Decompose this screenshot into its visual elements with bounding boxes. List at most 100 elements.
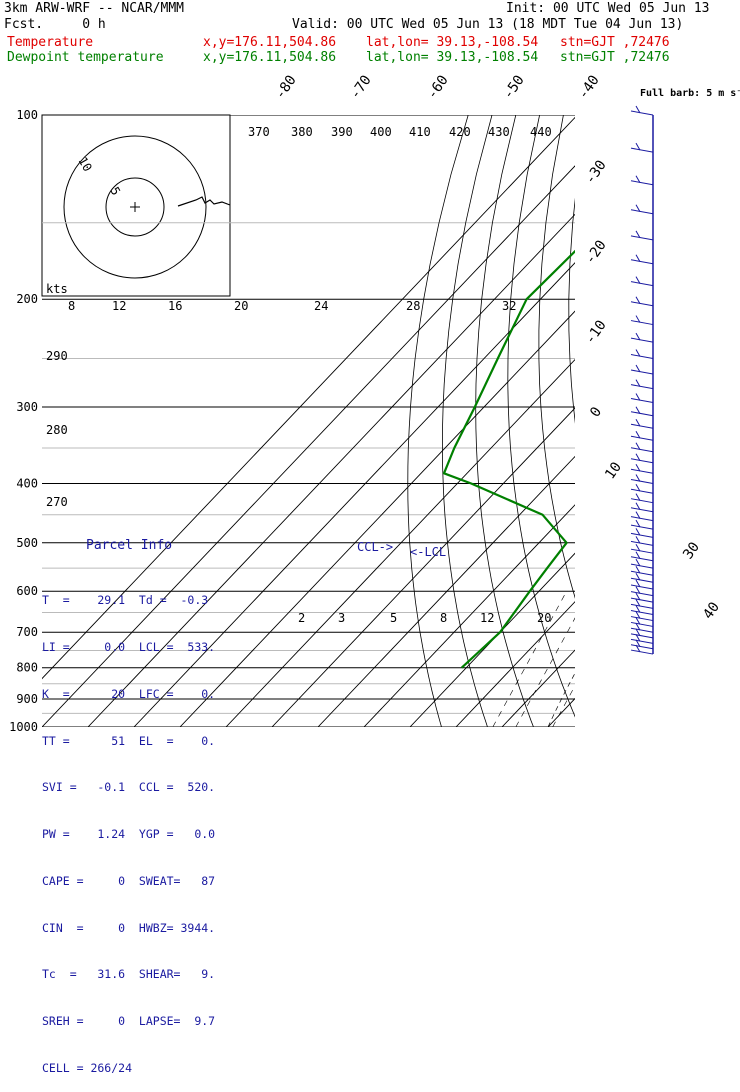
mixing-ratio-label: 5	[390, 611, 397, 625]
wind-barb	[631, 448, 653, 452]
wind-barb	[631, 210, 653, 214]
valid-time: Valid: 00 UTC Wed 05 Jun 13 (18 MDT Tue …	[292, 18, 683, 32]
moist-adiabat-line	[658, 299, 740, 727]
isotherm-label: -40	[575, 72, 603, 102]
lcl-label: <-LCL	[410, 545, 446, 559]
pressure-tick-label: 800	[16, 661, 38, 675]
parcel-row: SREH = 0 LAPSE= 9.7	[42, 1014, 215, 1030]
wind-barb	[631, 639, 653, 643]
theta-label: 430	[488, 125, 510, 139]
wind-barb	[631, 385, 653, 389]
dry-adiabat-line	[598, 115, 718, 727]
dry-adiabat-line	[680, 115, 740, 727]
wind-barb	[631, 260, 653, 264]
parcel-info-table: T = 29.1 Td = -0.3 LI = 0.0 LCL = 533. K…	[42, 562, 215, 1092]
wind-barb	[631, 634, 653, 638]
isotherm-label: 30	[680, 539, 703, 562]
isotherm-label: -60	[424, 72, 452, 102]
isotherm-line	[272, 115, 740, 727]
wind-barb	[631, 355, 653, 359]
wind-barb	[631, 459, 653, 463]
isotherm-line	[456, 115, 740, 727]
wind-barb	[631, 236, 653, 240]
wind-barb	[631, 489, 653, 493]
wind-barb	[631, 469, 653, 473]
theta-label: 270	[46, 495, 68, 509]
theta-label: 290	[46, 349, 68, 363]
parcel-row: Tc = 31.6 SHEAR= 9.	[42, 967, 215, 983]
wind-barb	[631, 282, 653, 286]
mixing-ratio-label: 20	[537, 611, 551, 625]
moist-adiabat-line	[631, 299, 740, 727]
isotherm-label: -20	[582, 237, 610, 267]
mixing-ratio-line	[493, 591, 567, 727]
parcel-row: CAPE = 0 SWEAT= 87	[42, 874, 215, 890]
isotherm-line	[732, 115, 740, 727]
isotherm-label: -50	[500, 72, 528, 102]
wind-barb	[631, 412, 653, 416]
isotherm-label: 0	[587, 404, 605, 420]
pressure-tick-label: 1000	[9, 720, 38, 734]
hodograph-speed-tick: 32	[502, 299, 516, 313]
moist-adiabat-line	[576, 299, 740, 727]
isotherm-line	[318, 115, 740, 727]
isotherm-label: -70	[347, 72, 375, 102]
wind-barb	[631, 617, 653, 621]
wind-barb	[631, 436, 653, 440]
wind-barb	[631, 302, 653, 306]
isotherm-label: -30	[582, 157, 610, 187]
mixing-ratio-line	[663, 591, 737, 727]
parcel-row: T = 29.1 Td = -0.3	[42, 593, 215, 609]
isotherm-line	[594, 115, 740, 727]
wind-barb	[631, 181, 653, 185]
moist-adiabat-line	[548, 299, 740, 727]
parcel-row: LI = 0.0 LCL = 533.	[42, 640, 215, 656]
wind-barb	[631, 525, 653, 529]
model-title: 3km ARW-WRF -- NCAR/MMM	[4, 2, 184, 16]
dry-adiabat-line	[705, 115, 740, 727]
wind-barb	[631, 399, 653, 403]
mixing-ratio-line	[553, 591, 627, 727]
parcel-row: CELL = 266/24	[42, 1061, 215, 1077]
theta-label: 410	[409, 125, 431, 139]
wind-barb	[631, 611, 653, 615]
mixing-ratio-label: 12	[480, 611, 494, 625]
hodograph-speed-tick: 20	[234, 299, 248, 313]
temp-legend-stn: stn=GJT ,72476	[560, 36, 670, 50]
isotherm-line	[686, 115, 740, 727]
wind-barb	[631, 549, 653, 553]
wind-barb-legend: Full barb: 5 m s⁻¹	[640, 88, 740, 99]
wind-barb	[631, 533, 653, 537]
ccl-label: CCL->	[357, 540, 393, 554]
parcel-row: K = 20 LFC = 0.	[42, 687, 215, 703]
isotherm-line	[180, 115, 740, 727]
wind-barb	[631, 148, 653, 152]
dew-legend-latlon: lat,lon= 39.13,-108.54	[366, 51, 538, 65]
wind-barb	[631, 645, 653, 649]
forecast-hour: Fcst. 0 h	[4, 18, 106, 32]
wind-barb	[631, 541, 653, 545]
pressure-tick-label: 500	[16, 536, 38, 550]
wind-barb	[631, 598, 653, 602]
dry-adiabat-line	[476, 115, 534, 727]
parcel-row: PW = 1.24 YGP = 0.0	[42, 827, 215, 843]
wind-barb	[631, 338, 653, 342]
wind-barb	[631, 517, 653, 521]
wind-barb	[631, 650, 653, 654]
wind-barb	[631, 604, 653, 608]
theta-label: 440	[530, 125, 552, 139]
isotherm-line	[502, 115, 740, 727]
theta-label: 400	[370, 125, 392, 139]
moist-adiabat-line	[686, 299, 740, 727]
isotherm-line	[548, 115, 740, 727]
mixing-ratio-label: 8	[440, 611, 447, 625]
hodograph-speed-tick: 24	[314, 299, 328, 313]
wind-barb	[631, 370, 653, 374]
hodograph: 510	[42, 115, 230, 296]
dewpoint-profile	[444, 115, 669, 668]
wind-barb	[631, 628, 653, 632]
hodograph-unit: kts	[46, 282, 68, 296]
wind-barb	[631, 564, 653, 568]
mixing-ratio-label: 2	[298, 611, 305, 625]
wind-barb	[631, 622, 653, 626]
